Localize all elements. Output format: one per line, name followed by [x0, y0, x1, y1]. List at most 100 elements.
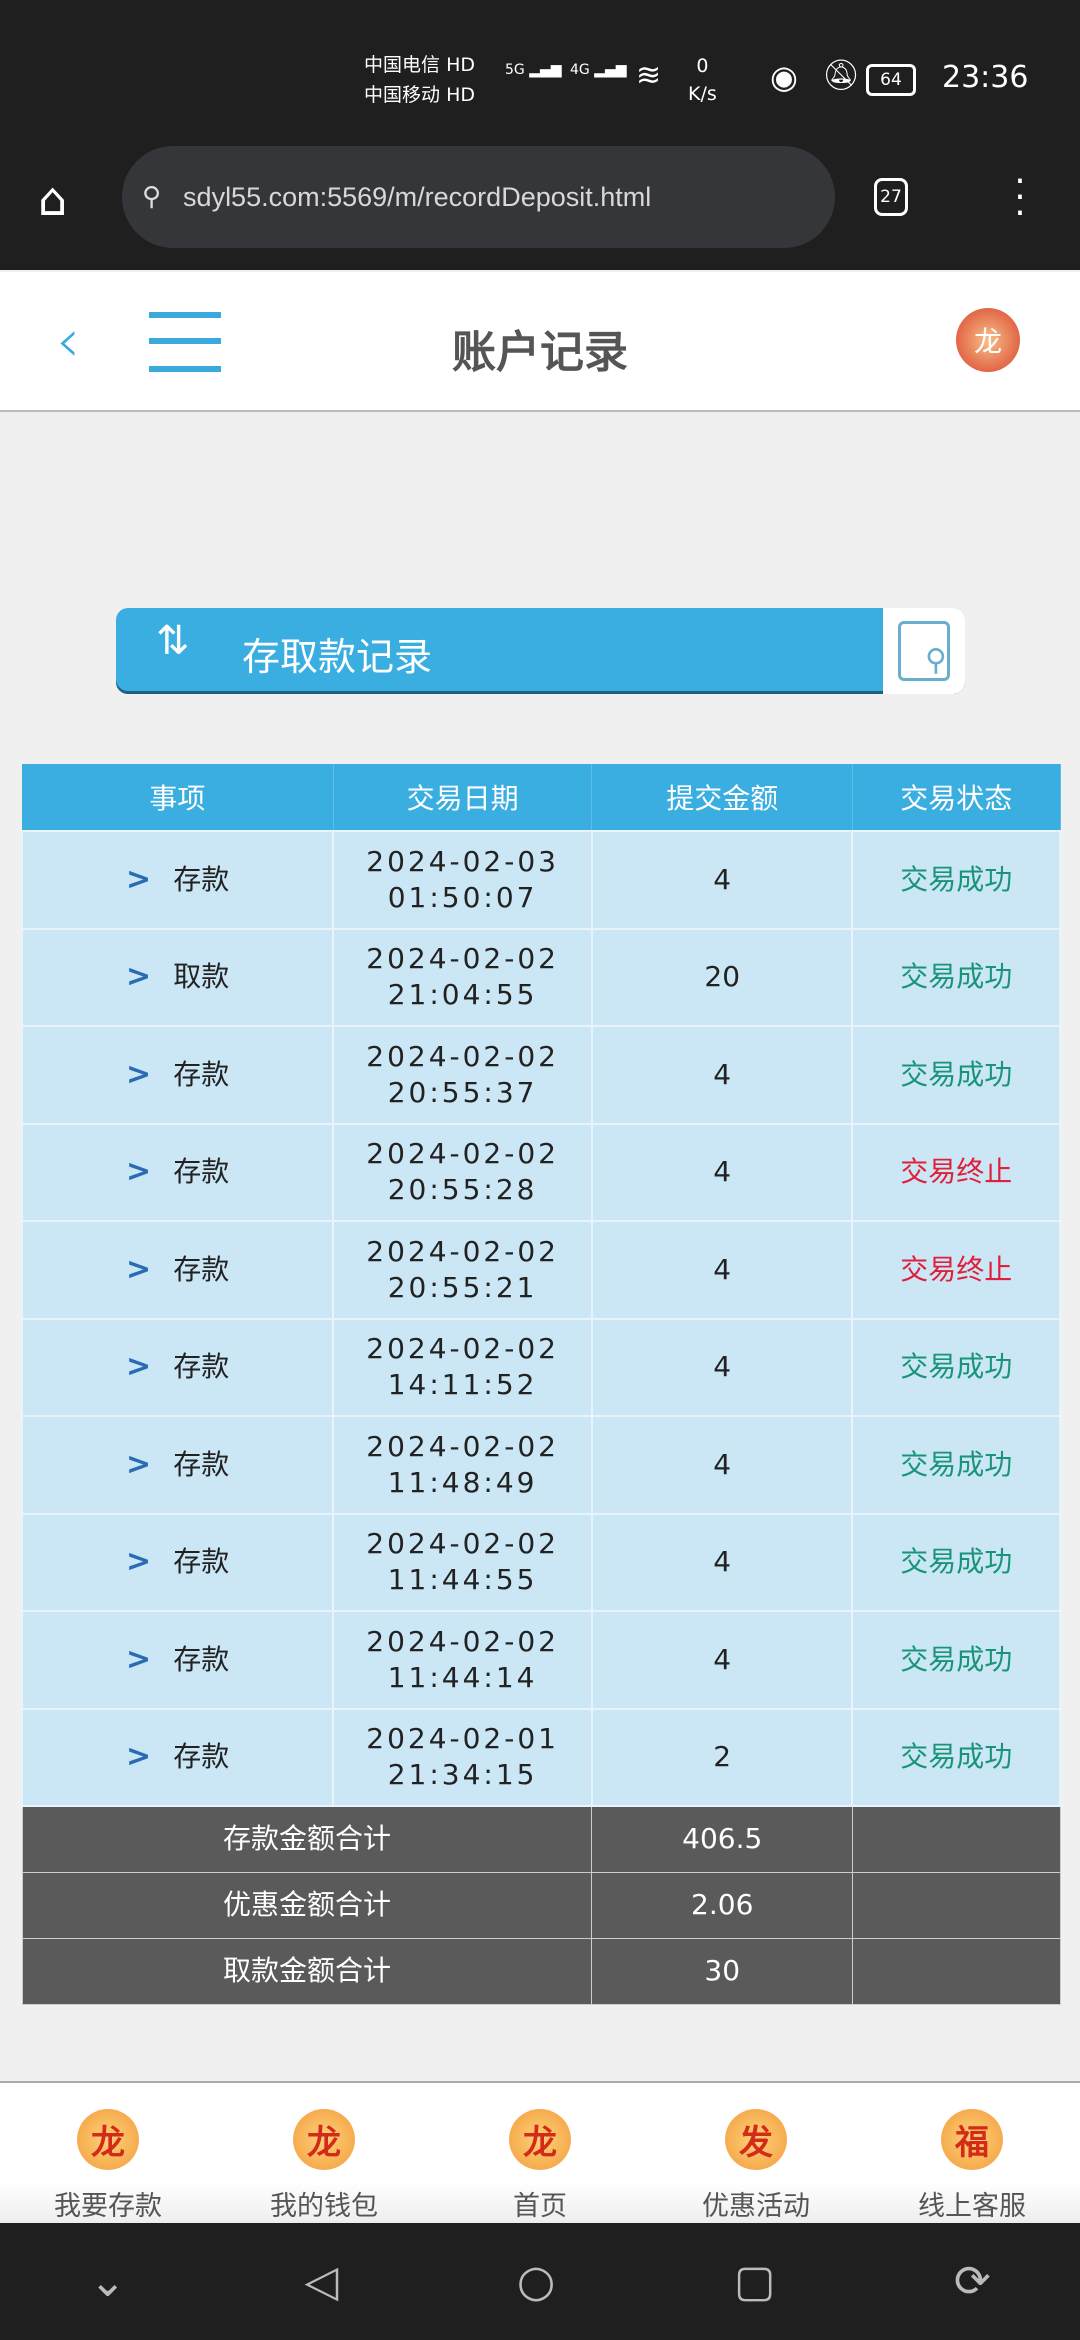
date-cell: 2024-02-02 20:55:28 — [332, 1122, 593, 1222]
table-row[interactable]: > 存款 2024-02-01 21:34:15 2 交易成功 — [20, 1707, 1061, 1807]
nav-label: 我的钱包 — [270, 2191, 378, 2222]
type-cell[interactable]: > 取款 — [20, 927, 335, 1027]
chevron-right-icon[interactable]: > — [126, 1056, 152, 1092]
date: 2024-02-03 — [366, 844, 559, 878]
page-header: ‹ 账户记录 龙 — [0, 272, 1080, 412]
recents-icon[interactable]: ▢ — [733, 2256, 776, 2307]
nav-item[interactable]: 龙 我的钱包 — [216, 2083, 432, 2223]
back-nav-icon[interactable]: ◁ — [304, 2256, 339, 2307]
type-cell[interactable]: > 存款 — [20, 1220, 335, 1320]
back-icon[interactable]: ‹ — [56, 306, 80, 376]
amount-cell: 4 — [590, 1220, 854, 1320]
column-header: 交易状态 — [852, 764, 1061, 831]
time: 21:04:55 — [387, 978, 538, 1012]
nav-item[interactable]: 龙 我要存款 — [0, 2083, 216, 2223]
date-cell: 2024-02-02 11:48:49 — [332, 1415, 593, 1515]
table-row[interactable]: > 取款 2024-02-02 21:04:55 20 交易成功 — [20, 927, 1061, 1027]
tab-count: 27 — [880, 187, 902, 207]
date-cell: 2024-02-02 11:44:14 — [332, 1610, 593, 1710]
date-cell: 2024-02-02 14:11:52 — [332, 1317, 593, 1417]
chevron-right-icon[interactable]: > — [126, 1251, 152, 1287]
nav-label: 我要存款 — [54, 2191, 162, 2222]
search-records-button[interactable]: ⚲ — [883, 608, 965, 694]
chevron-right-icon[interactable]: > — [126, 959, 152, 995]
date-cell: 2024-02-01 21:34:15 — [332, 1707, 593, 1807]
bottom-nav: 龙 我要存款 龙 我的钱包 龙 首页 发 优惠活动 福 线上客服 — [0, 2081, 1080, 2223]
nav-item[interactable]: 发 优惠活动 — [648, 2083, 864, 2223]
rotate-icon[interactable]: ⟳ — [953, 2256, 991, 2307]
amount-cell: 4 — [590, 1025, 854, 1125]
summary-value: 406.5 — [591, 1805, 853, 1873]
time: 20:55:21 — [387, 1270, 538, 1304]
chevron-right-icon[interactable]: > — [126, 1544, 152, 1580]
chevron-right-icon[interactable]: > — [126, 1446, 152, 1482]
speed-unit: K/s — [688, 83, 717, 105]
table-row[interactable]: > 存款 2024-02-02 11:44:14 4 交易成功 — [20, 1610, 1061, 1710]
nav-item[interactable]: 龙 首页 — [432, 2083, 648, 2223]
date: 2024-02-02 — [366, 1429, 559, 1463]
type-cell[interactable]: > 存款 — [20, 1122, 335, 1222]
date: 2024-02-02 — [366, 1039, 559, 1073]
type-cell[interactable]: > 存款 — [20, 1317, 335, 1417]
status-cell: 交易成功 — [851, 830, 1061, 930]
table-row[interactable]: > 存款 2024-02-02 11:48:49 4 交易成功 — [20, 1415, 1061, 1515]
time: 11:44:14 — [387, 1660, 538, 1694]
fu-service-icon: 福 — [941, 2109, 1003, 2170]
address-bar[interactable]: ⚲ sdyl55.com:5569/m/recordDeposit.html — [122, 146, 835, 248]
time: 14:11:52 — [387, 1368, 538, 1402]
type-label: 存款 — [173, 862, 230, 896]
status-cell: 交易终止 — [851, 1220, 1061, 1320]
type-cell[interactable]: > 存款 — [20, 1610, 335, 1710]
status-cell: 交易成功 — [851, 1707, 1061, 1807]
summary-value: 2.06 — [591, 1871, 853, 1939]
table-row[interactable]: > 存款 2024-02-02 14:11:52 4 交易成功 — [20, 1317, 1061, 1417]
status-cell: 交易成功 — [851, 1512, 1061, 1612]
summary-value: 30 — [591, 1937, 853, 2005]
date-cell: 2024-02-03 01:50:07 — [332, 830, 593, 930]
amount-cell: 4 — [590, 1610, 854, 1710]
home-nav-icon[interactable]: ○ — [516, 2256, 556, 2307]
type-cell[interactable]: > 存款 — [20, 830, 335, 930]
chevron-right-icon[interactable]: > — [126, 1349, 152, 1385]
net-label: 5G — [505, 62, 525, 78]
more-menu-icon[interactable]: · · · — [1014, 161, 1026, 234]
battery-level: 64 — [880, 70, 902, 90]
table-row[interactable]: > 存款 2024-02-02 11:44:55 4 交易成功 — [20, 1512, 1061, 1612]
table-row[interactable]: > 存款 2024-02-02 20:55:37 4 交易成功 — [20, 1025, 1061, 1125]
table-row[interactable]: > 存款 2024-02-02 20:55:28 4 交易终止 — [20, 1122, 1061, 1222]
type-cell[interactable]: > 存款 — [20, 1707, 335, 1807]
dragon-home-icon: 龙 — [509, 2109, 571, 2170]
net-label: 4G — [570, 62, 590, 78]
status-cell: 交易成功 — [851, 1317, 1061, 1417]
date-cell: 2024-02-02 11:44:55 — [332, 1512, 593, 1612]
column-header: 提交金额 — [591, 764, 853, 831]
yuan-transfer-icon: ⇅ — [156, 618, 190, 664]
column-header: 交易日期 — [333, 764, 593, 831]
site-settings-icon[interactable]: ⚲ — [142, 182, 162, 212]
chevron-right-icon[interactable]: > — [126, 861, 152, 897]
chevron-right-icon[interactable]: > — [126, 1739, 152, 1775]
summary-row: 优惠金额合计 2.06 — [21, 1871, 1061, 1939]
amount-cell: 4 — [590, 1122, 854, 1222]
date-cell: 2024-02-02 20:55:21 — [332, 1220, 593, 1320]
dragon-avatar-icon[interactable]: 龙 — [956, 308, 1020, 372]
summary-empty — [851, 1937, 1061, 2005]
time: 21:34:15 — [387, 1758, 538, 1792]
clock: 23:36 — [942, 60, 1029, 95]
date: 2024-02-02 — [366, 1137, 559, 1171]
home-icon[interactable]: ⌂ — [38, 172, 68, 226]
summary-row: 存款金额合计 406.5 — [21, 1805, 1061, 1873]
nav-item[interactable]: 福 线上客服 — [864, 2083, 1080, 2223]
chevron-right-icon[interactable]: > — [126, 1154, 152, 1190]
table-row[interactable]: > 存款 2024-02-03 01:50:07 4 交易成功 — [20, 830, 1061, 930]
date: 2024-02-02 — [366, 1234, 559, 1268]
table-row[interactable]: > 存款 2024-02-02 20:55:21 4 交易终止 — [20, 1220, 1061, 1320]
records-banner: ⇅ 存取款记录 ⚲ — [116, 608, 965, 694]
type-cell[interactable]: > 存款 — [20, 1512, 335, 1612]
type-cell[interactable]: > 存款 — [20, 1025, 335, 1125]
collapse-icon[interactable]: ⌄ — [89, 2256, 127, 2307]
url-text[interactable]: sdyl55.com:5569/m/recordDeposit.html — [183, 181, 652, 212]
tab-switcher-button[interactable]: 27 — [874, 178, 908, 216]
chevron-right-icon[interactable]: > — [126, 1641, 152, 1677]
type-cell[interactable]: > 存款 — [20, 1415, 335, 1515]
